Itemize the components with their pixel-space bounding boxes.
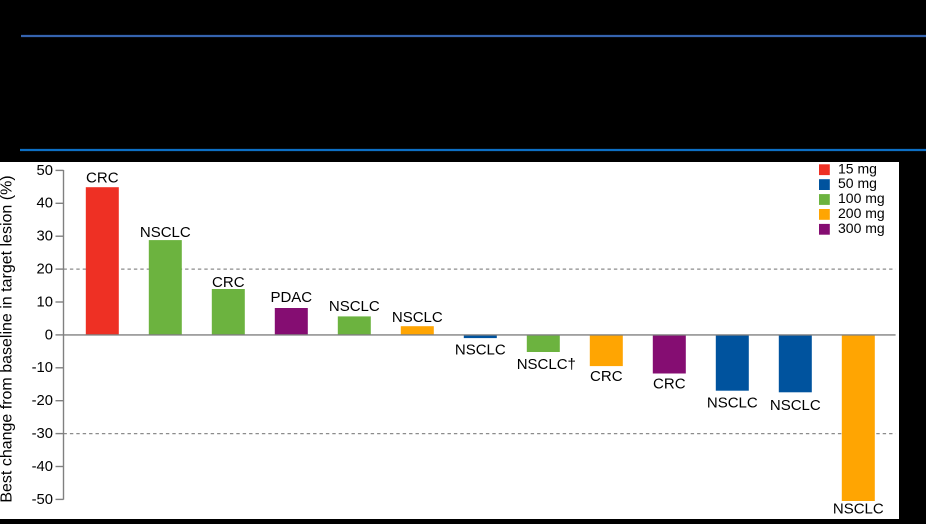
svg-text:NSCLC: NSCLC <box>833 501 884 518</box>
svg-text:50 mg: 50 mg <box>838 175 877 191</box>
svg-text:30: 30 <box>37 229 53 245</box>
svg-text:0: 0 <box>45 327 53 343</box>
svg-text:50: 50 <box>37 163 53 179</box>
svg-text:200 mg: 200 mg <box>838 205 885 221</box>
svg-text:CRC: CRC <box>590 368 623 385</box>
svg-text:NSCLC: NSCLC <box>707 395 758 412</box>
svg-text:300 mg: 300 mg <box>838 220 885 236</box>
svg-text:-30: -30 <box>32 426 53 442</box>
svg-text:CRC: CRC <box>653 375 686 392</box>
svg-text:Best change from baseline in t: Best change from baseline in target lesi… <box>0 175 16 502</box>
svg-text:NSCLC: NSCLC <box>329 298 380 315</box>
svg-text:CRC: CRC <box>86 170 119 187</box>
svg-text:-20: -20 <box>32 393 53 409</box>
svg-text:10: 10 <box>37 294 53 310</box>
svg-text:NSCLC: NSCLC <box>455 341 506 358</box>
svg-text:15 mg: 15 mg <box>838 160 877 176</box>
svg-text:-40: -40 <box>32 459 53 475</box>
svg-text:100 mg: 100 mg <box>838 190 885 206</box>
svg-text:NSCLC: NSCLC <box>140 224 191 241</box>
svg-text:PDAC: PDAC <box>270 289 312 306</box>
svg-text:40: 40 <box>37 196 53 212</box>
svg-text:NSCLC: NSCLC <box>392 309 443 326</box>
svg-text:NSCLC: NSCLC <box>770 397 821 414</box>
svg-text:CRC: CRC <box>212 274 245 291</box>
svg-text:NSCLC†: NSCLC† <box>517 356 576 373</box>
svg-text:-10: -10 <box>32 360 53 376</box>
svg-text:20: 20 <box>37 262 53 278</box>
svg-text:-50: -50 <box>32 492 53 508</box>
